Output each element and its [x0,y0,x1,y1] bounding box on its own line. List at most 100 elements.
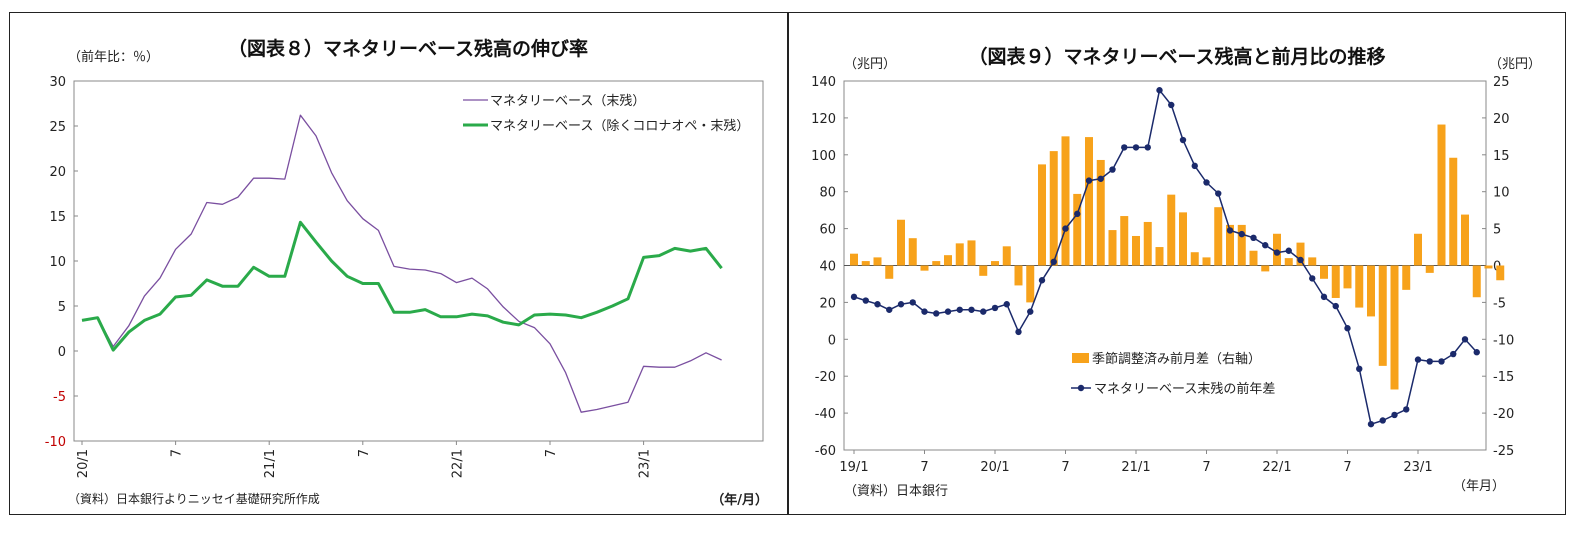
bar [1461,214,1469,266]
y-tick-label-right: -20 [1493,407,1514,422]
bar [1378,265,1387,366]
line-point [1367,420,1375,428]
chart8-panel: 30 25 20 15 10 5 0 -5 -10 20/1 7 21/1 7 22/1 7 23/1 （図表８… [9,12,788,515]
bar [1049,151,1058,266]
bar [955,243,964,266]
bar [979,265,988,276]
plot-area [73,80,764,442]
bar [1308,257,1317,266]
bar [1355,265,1364,308]
line-point [1226,227,1234,234]
line-point [1038,277,1046,284]
line-point [1097,175,1104,182]
line-point [1309,275,1316,282]
bar [1132,235,1140,266]
x-axis-label: （年/月） [711,492,768,508]
x-tick-label: 22/1 [1262,460,1291,475]
line-point [1074,210,1081,218]
source-note: （資料）日本銀行 [844,484,948,499]
y-tick-label-left: -40 [815,407,836,422]
series-line-2 [81,220,723,352]
line-point [886,306,893,313]
y-tick-label-left: 100 [811,149,836,164]
bar [1202,257,1211,266]
bar [1096,159,1105,266]
line-point [1438,358,1445,365]
y-tick-label-left: -60 [815,444,836,459]
line-point [921,308,928,315]
line-point [909,299,916,306]
bar [1496,265,1505,281]
line-point [1168,101,1175,109]
y-tick-label-left: 20 [819,296,836,311]
legend-label-line: マネタリーベース末残の前年差 [1094,381,1275,397]
y-axis-label-left: （兆円） [844,57,896,72]
line-point [1450,350,1457,358]
bar [932,261,941,266]
line-point [944,308,952,315]
legend-swatch-line-marker [1077,384,1085,392]
bar [944,255,952,266]
bar [1484,265,1493,269]
line-point [1250,234,1257,242]
y-tick-label-left: 120 [811,112,836,127]
chart9-svg: 140120100806040200-20-40-602520151050-5-… [811,45,1541,499]
line-point [933,310,940,317]
line-point [1132,144,1140,151]
x-tick-label: 21/1 [1121,460,1150,475]
legend-swatch-bars [1072,353,1089,363]
bar [1343,265,1352,289]
y-tick-label-right: -15 [1493,370,1514,385]
bar [1331,265,1340,298]
y-tick-label-left: 80 [819,186,836,201]
line-point [1121,144,1128,151]
y-axis-label-right: （兆円） [1489,57,1541,72]
y-tick-label-right: 20 [1493,112,1510,127]
bar [1073,193,1082,266]
chart-title: （図表９）マネタリーベース残高と前月比の推移 [968,45,1385,68]
y-tick-label: 20 [49,165,66,180]
line-point [956,306,963,313]
bar [1026,265,1035,303]
bar [850,253,858,266]
y-tick-label-right: 25 [1493,75,1510,90]
bar [1320,265,1328,279]
x-tick-label: 23/1 [1403,460,1432,475]
bar [897,219,905,266]
y-tick-label-right: -25 [1493,444,1514,459]
line-point [1050,258,1057,266]
line-point [1109,166,1116,173]
line-point [1379,417,1386,424]
bar [1014,265,1023,286]
x-tick-label: 7 [544,449,559,457]
line-point [1414,356,1422,363]
line-point [1238,230,1245,238]
line-point [1156,87,1163,94]
bar [1167,194,1176,266]
y-tick-label-left: 60 [819,223,836,238]
series-line-1 [81,114,722,413]
bar [1449,157,1458,266]
bar [1390,265,1399,390]
legend-label-1: マネタリーベース（末残） [490,94,645,109]
y-tick-label: 25 [49,120,66,135]
y-tick-label: -5 [53,390,66,405]
line-point [874,301,881,308]
x-axis-label: （年月） [1453,479,1505,494]
bar [1085,137,1093,266]
bar [991,261,999,266]
x-tick-label: 7 [920,460,928,475]
line-point [1085,177,1093,184]
chart9-panel: 140120100806040200-20-40-602520151050-5-… [788,12,1566,515]
bar [1249,250,1258,266]
line-point [1356,365,1363,373]
line-point [1215,190,1222,197]
line-point [1320,293,1328,301]
x-tick-label: 7 [1343,460,1351,475]
y-tick-label: 0 [58,345,66,360]
bar [1190,252,1199,266]
line-point [1144,144,1151,151]
x-tick-label: 20/1 [76,449,91,478]
line-point [1473,349,1480,356]
bar [1425,265,1434,273]
